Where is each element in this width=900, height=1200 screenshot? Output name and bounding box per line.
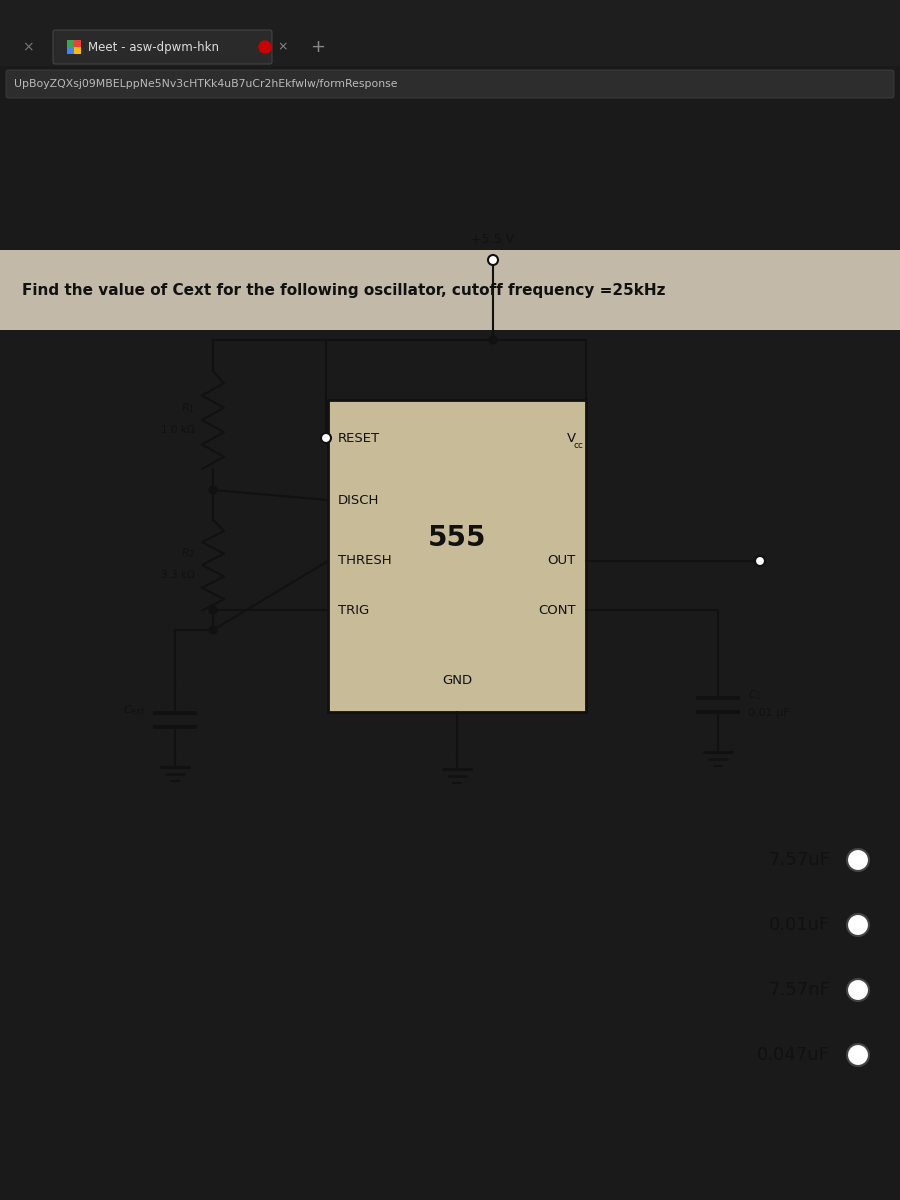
Text: 555: 555 bbox=[428, 524, 486, 552]
Circle shape bbox=[847, 850, 869, 871]
Circle shape bbox=[489, 336, 497, 344]
Text: Find the value of Cext for the following oscillator, cutoff frequency =25kHz: Find the value of Cext for the following… bbox=[22, 282, 665, 298]
Text: GND: GND bbox=[442, 673, 472, 686]
Text: CONT: CONT bbox=[538, 604, 576, 617]
Text: ×: × bbox=[278, 41, 288, 54]
Text: THRESH: THRESH bbox=[338, 554, 392, 568]
Text: 7.57uF: 7.57uF bbox=[768, 851, 830, 869]
Text: $R_1$: $R_1$ bbox=[181, 401, 195, 415]
Bar bbox=[67, 40, 74, 47]
Text: $C_{ext}$: $C_{ext}$ bbox=[122, 703, 145, 716]
Circle shape bbox=[488, 254, 498, 265]
FancyBboxPatch shape bbox=[6, 70, 894, 98]
FancyBboxPatch shape bbox=[53, 30, 272, 64]
Text: +5.5 V: +5.5 V bbox=[472, 233, 515, 246]
Text: V: V bbox=[567, 432, 576, 444]
Text: $C_1$: $C_1$ bbox=[748, 688, 762, 702]
Bar bbox=[0, 0, 900, 66]
Text: TRIG: TRIG bbox=[338, 604, 369, 617]
Text: 0.01 μF: 0.01 μF bbox=[748, 708, 789, 718]
Circle shape bbox=[847, 979, 869, 1001]
Circle shape bbox=[847, 914, 869, 936]
Circle shape bbox=[209, 606, 217, 614]
Text: RESET: RESET bbox=[338, 432, 380, 444]
Text: OUT: OUT bbox=[548, 554, 576, 568]
Text: 7.57nF: 7.57nF bbox=[768, 982, 830, 998]
Text: +: + bbox=[310, 38, 326, 56]
Circle shape bbox=[847, 1044, 869, 1066]
Circle shape bbox=[209, 626, 217, 634]
Text: ×: × bbox=[22, 40, 34, 54]
Text: 0.047uF: 0.047uF bbox=[757, 1046, 830, 1064]
Text: Meet - asw-dpwm-hkn: Meet - asw-dpwm-hkn bbox=[88, 41, 219, 54]
Bar bbox=[74, 47, 81, 54]
Bar bbox=[67, 47, 74, 54]
Text: 1.0 kΩ: 1.0 kΩ bbox=[161, 425, 195, 434]
Circle shape bbox=[259, 41, 271, 53]
Circle shape bbox=[755, 556, 765, 566]
Bar bbox=[0, 250, 900, 330]
Text: 3.3 kΩ: 3.3 kΩ bbox=[161, 570, 195, 580]
Text: $R_2$: $R_2$ bbox=[181, 546, 195, 560]
Bar bbox=[74, 40, 81, 47]
Circle shape bbox=[209, 486, 217, 494]
Text: 0.01uF: 0.01uF bbox=[769, 916, 830, 934]
Bar bbox=[328, 400, 586, 712]
Text: cc: cc bbox=[573, 440, 583, 450]
Text: DISCH: DISCH bbox=[338, 493, 380, 506]
Circle shape bbox=[321, 433, 331, 443]
Text: UpBoyZQXsj09MBELppNe5Nv3cHTKk4uB7uCr2hEkfwlw/formResponse: UpBoyZQXsj09MBELppNe5Nv3cHTKk4uB7uCr2hEk… bbox=[14, 79, 398, 89]
